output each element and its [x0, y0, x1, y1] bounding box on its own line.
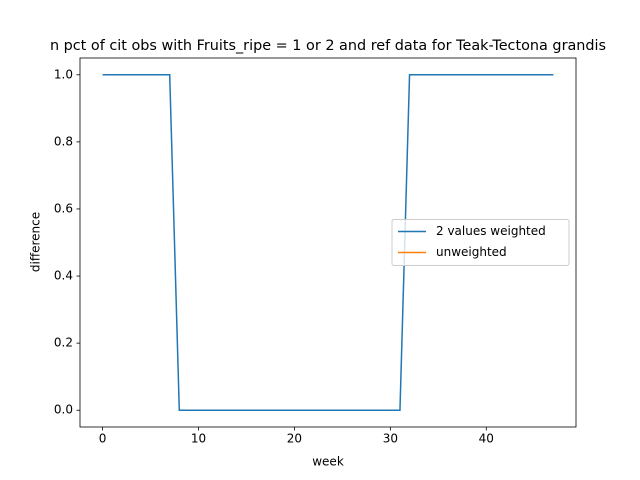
- x-tick-label: 20: [287, 432, 302, 446]
- y-tick-label: 0.0: [54, 403, 73, 417]
- axes-frame: [79, 57, 577, 428]
- y-tick-label: 0.2: [54, 336, 73, 350]
- y-tick-label: 0.4: [54, 269, 73, 283]
- x-tick-label: 40: [479, 432, 494, 446]
- y-tick-label: 1.0: [54, 67, 73, 81]
- legend-label: 2 values weighted: [436, 224, 546, 238]
- data-line: [102, 74, 554, 411]
- x-axis-label: week: [312, 455, 344, 469]
- y-axis-label: difference: [29, 212, 43, 272]
- chart-title: n pct of cit obs with Fruits_ripe = 1 or…: [50, 38, 606, 54]
- y-tick-label: 0.6: [54, 201, 73, 215]
- x-tick-label: 30: [383, 432, 398, 446]
- y-tick-label: 0.8: [54, 134, 73, 148]
- legend-box: [391, 219, 570, 266]
- x-tick-label: 10: [191, 432, 206, 446]
- legend-label: unweighted: [436, 245, 507, 259]
- x-tick-label: 0: [99, 432, 107, 446]
